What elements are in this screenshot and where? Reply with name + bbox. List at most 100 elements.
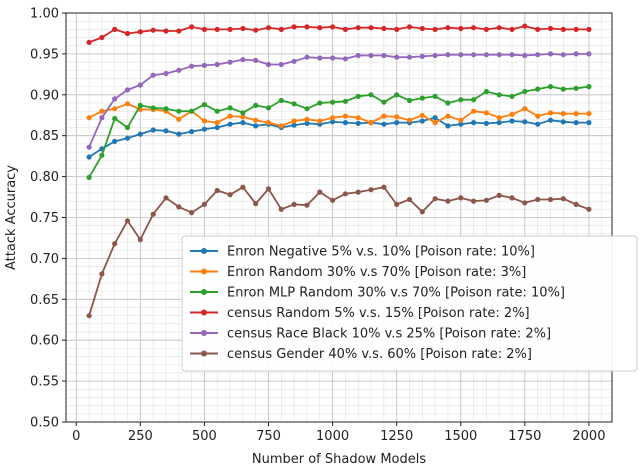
data-point — [547, 110, 554, 116]
data-point — [471, 198, 477, 204]
data-point — [201, 102, 207, 108]
data-point — [355, 52, 361, 59]
data-point — [573, 111, 579, 117]
legend-swatch-marker — [201, 289, 207, 295]
data-point — [509, 52, 515, 58]
data-point — [471, 108, 477, 114]
data-point — [535, 52, 541, 58]
data-point — [124, 135, 131, 141]
y-tick-label: 0.70 — [30, 252, 59, 267]
data-point — [291, 58, 297, 64]
data-point — [394, 114, 400, 120]
data-point — [227, 192, 233, 198]
x-tick-label: 750 — [256, 429, 281, 444]
data-point — [406, 117, 413, 123]
data-point — [253, 27, 259, 33]
data-point — [278, 123, 284, 129]
data-point — [560, 119, 566, 125]
data-point — [394, 26, 400, 32]
series-3 — [86, 84, 592, 180]
data-point — [394, 54, 400, 60]
data-point — [124, 101, 131, 107]
data-point — [381, 25, 387, 32]
series-2 — [86, 101, 592, 129]
data-point — [419, 118, 425, 124]
y-tick-label: 0.85 — [30, 129, 59, 144]
data-point — [432, 115, 438, 121]
data-point — [330, 197, 336, 203]
data-point — [163, 106, 169, 112]
data-point — [330, 99, 336, 105]
data-point — [483, 88, 489, 95]
data-point — [355, 25, 361, 31]
data-point — [124, 218, 131, 224]
data-point — [240, 184, 246, 190]
data-point — [330, 24, 336, 30]
data-point — [496, 192, 502, 198]
legend-box — [181, 235, 638, 372]
data-point — [522, 52, 528, 59]
data-point — [253, 117, 259, 123]
data-point — [496, 115, 502, 121]
data-point — [483, 120, 489, 126]
data-point — [112, 106, 118, 112]
data-point — [535, 86, 541, 92]
data-point — [137, 131, 143, 137]
y-tick-label: 0.50 — [30, 416, 59, 431]
data-point — [522, 119, 528, 125]
data-point — [535, 113, 541, 119]
data-point — [445, 100, 451, 106]
data-point — [547, 117, 554, 123]
data-point — [330, 115, 336, 121]
data-point — [330, 119, 336, 125]
data-point — [317, 118, 323, 124]
data-point — [458, 97, 464, 103]
data-point — [201, 26, 207, 32]
legend-swatch-marker — [201, 268, 207, 275]
x-tick-label: 0 — [72, 429, 80, 444]
data-point — [240, 120, 246, 126]
data-point — [496, 120, 502, 126]
data-point — [163, 128, 169, 134]
data-point — [189, 63, 195, 69]
data-point — [535, 121, 541, 127]
data-point — [112, 115, 118, 122]
data-point — [99, 108, 105, 114]
data-point — [214, 187, 220, 194]
data-point — [419, 53, 425, 60]
data-point — [176, 108, 182, 114]
data-point — [201, 62, 207, 68]
data-point — [573, 85, 579, 91]
data-point — [483, 52, 489, 58]
data-point — [278, 206, 284, 212]
series-line — [88, 102, 589, 127]
data-point — [509, 111, 515, 117]
x-tick-label: 500 — [192, 429, 217, 444]
data-point — [86, 144, 92, 150]
data-point — [265, 186, 272, 192]
data-point — [406, 54, 413, 60]
data-point — [458, 52, 464, 58]
data-point — [176, 131, 182, 137]
data-point — [317, 25, 323, 31]
data-point — [150, 127, 156, 133]
data-point — [445, 113, 451, 119]
y-tick-label: 0.60 — [30, 334, 59, 349]
data-point — [304, 120, 310, 126]
data-point — [137, 102, 143, 108]
data-point — [214, 124, 220, 131]
x-tick-label: 250 — [128, 429, 153, 444]
data-point — [445, 123, 451, 129]
data-point — [471, 52, 477, 58]
data-point — [150, 72, 156, 78]
data-point — [560, 196, 566, 202]
data-point — [586, 84, 592, 90]
data-point — [291, 101, 297, 107]
data-point — [394, 92, 400, 98]
data-point — [265, 105, 272, 111]
legend-label: census Race Black 10% v.s 25% [Poison ra… — [227, 327, 551, 342]
data-point — [355, 189, 361, 195]
data-point — [445, 52, 451, 58]
legend-swatch-marker — [201, 309, 207, 316]
data-point — [547, 51, 554, 57]
